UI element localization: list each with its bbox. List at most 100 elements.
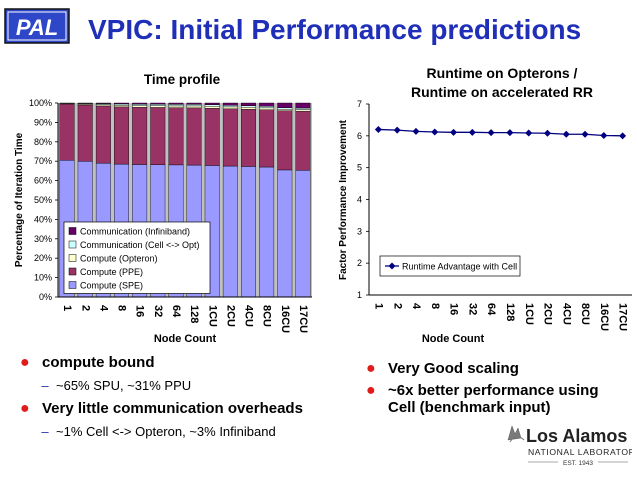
x-tick-label: 64 [485,303,497,316]
x-tick-label: 1CU [523,303,535,325]
dash-icon: – [41,424,49,439]
x-tick-label: 16CU [598,303,610,331]
y-tick-label: 3 [357,226,362,236]
y-tick-label: 100% [29,98,52,108]
data-point [431,128,439,136]
x-axis-label: Node Count [422,333,485,345]
y-axis-label: Percentage of Iteration Time [14,132,25,267]
x-tick-label: 8CU [261,305,273,327]
los-alamos-sub: NATIONAL LABORATORY [528,447,632,457]
bar-segment [95,102,111,104]
x-axis-label: Node Count [154,333,217,345]
data-point [412,127,420,135]
x-tick-label: 4CU [243,305,255,327]
y-tick-label: 0% [39,292,52,302]
x-tick-label: 128 [504,303,516,321]
legend-swatch [68,267,77,276]
x-tick-label: 8 [429,303,441,309]
y-tick-label: 70% [34,156,52,166]
x-tick-label: 16CU [279,305,291,333]
legend-swatch [68,240,77,249]
data-point [450,128,458,136]
x-tick-label: 1CU [206,305,218,327]
x-tick-label: 8 [116,305,128,311]
bar-segment [114,102,129,105]
legend-box [63,221,211,294]
x-tick-label: 64 [170,305,182,318]
runtime-ratio-title-line-2: Runtime on accelerated RR [410,84,594,100]
legend-label: Compute (SPE) [80,281,143,291]
y-tick-label: 50% [34,195,52,205]
bar-segment [204,102,220,105]
left-bullet-list: ● compute bound – ~65% SPU, ~31% PPU ● Very… [20,354,340,439]
x-tick-label: 16 [134,305,146,317]
dash-icon: – [41,378,49,393]
legend-swatch [68,254,77,262]
x-tick-label: 4CU [560,303,572,325]
legend-label: Runtime Advantage with Cell [402,262,517,272]
x-tick-label: 16 [448,303,460,315]
los-alamos-logo: Los Alamos NATIONAL LABORATORY EST. 1943 [507,425,632,467]
data-point [525,129,533,137]
y-tick-label: 80% [34,137,52,147]
data-point [468,128,476,136]
x-tick-label: 32 [152,305,164,317]
data-point [562,130,570,138]
y-tick-label: 7 [357,99,362,109]
y-tick-label: 60% [34,176,52,186]
x-tick-label: 8CU [579,303,591,325]
data-point [619,132,627,140]
sub-bullet-text: ~1% Cell <-> Opteron, ~3% Infiniband [56,424,276,439]
right-bullet-list: ● Very Good scaling ● ~6x better performan… [366,360,626,416]
y-tick-label: 30% [34,234,52,244]
legend-label: Compute (PPE) [80,267,143,277]
x-tick-label: 4 [410,303,422,310]
bullet-item: ● Very little communication overheads [20,400,340,418]
bullet-text: Very Good scaling [388,360,519,377]
bar-segment [186,102,202,105]
bar-segment [259,102,275,107]
bar-segment [132,102,148,105]
bar-segment [277,102,293,108]
x-tick-label: 128 [188,305,200,323]
bullet-item: ● compute bound [20,354,340,372]
x-tick-label: 1 [61,305,73,311]
y-tick-label: 20% [34,253,52,263]
data-point [600,132,608,140]
los-alamos-name: Los Alamos [526,426,627,446]
bullet-dot-icon: ● [20,400,30,417]
legend-marker [388,262,396,270]
x-tick-label: 17CU [297,305,309,333]
sub-bullet-text: ~65% SPU, ~31% PPU [56,378,192,393]
x-tick-label: 4 [97,305,109,312]
bar-segment [241,102,256,106]
bullet-item: ● ~6x better performance using Cell (benc… [366,382,626,416]
bar-segment [150,102,166,105]
bar-segment [168,102,184,105]
data-point [506,129,514,137]
bar-segment [295,102,311,109]
y-tick-label: 1 [357,290,362,300]
y-tick-label: 6 [357,131,362,141]
bullet-dot-icon: ● [366,360,376,377]
y-tick-label: 5 [357,163,362,173]
legend-label: Communication (Cell <-> Opt) [80,240,200,250]
logo-text: PAL [16,15,58,40]
data-point [393,126,401,134]
data-point [543,129,551,137]
sub-bullet-item: – ~65% SPU, ~31% PPU [20,378,340,393]
bullet-text: Very little communication overheads [42,400,303,417]
data-point [374,125,382,133]
y-tick-label: 90% [34,117,52,127]
legend-box [379,255,521,277]
x-tick-label: 2 [79,305,91,311]
data-point [581,130,589,138]
bullet-text: compute bound [42,354,155,371]
x-tick-label: 2CU [224,305,236,327]
bar-segment [222,102,238,106]
legend-label: Compute (Opteron) [80,254,158,264]
sub-bullet-item: – ~1% Cell <-> Opteron, ~3% Infiniband [20,424,340,439]
x-tick-label: 17CU [617,303,629,331]
y-tick-label: 4 [357,195,362,205]
